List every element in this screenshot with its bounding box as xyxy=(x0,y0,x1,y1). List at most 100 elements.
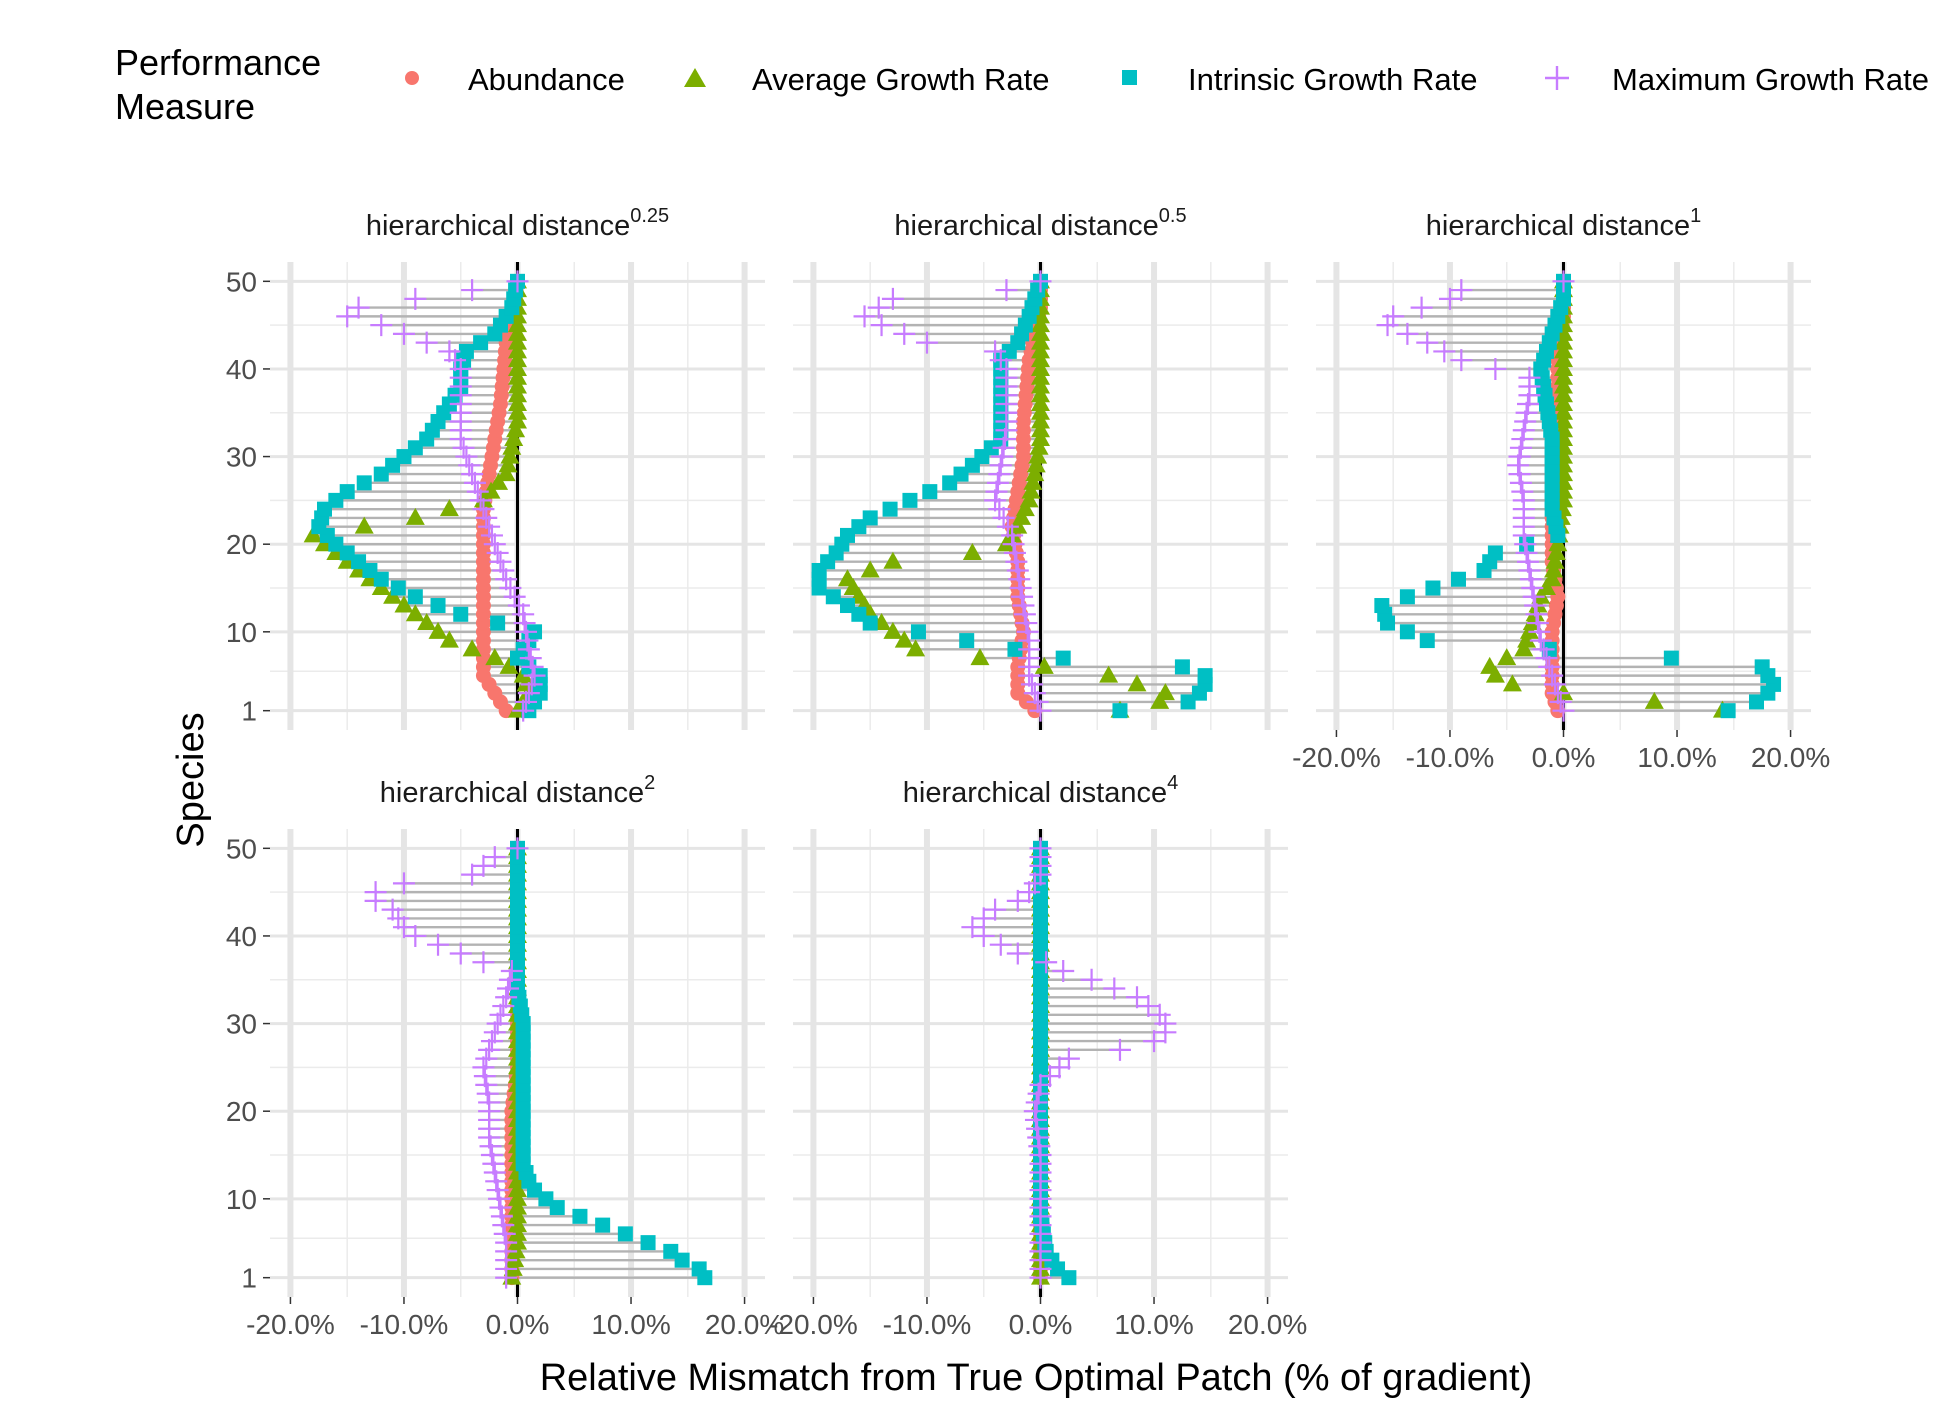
data-point xyxy=(506,837,529,860)
data-point xyxy=(843,578,863,596)
data-point xyxy=(508,402,527,420)
data-point xyxy=(1544,560,1564,578)
data-point xyxy=(1554,350,1573,368)
data-point xyxy=(1023,1100,1046,1123)
data-point xyxy=(1543,673,1566,696)
data-point xyxy=(617,1226,633,1242)
data-point xyxy=(508,1188,527,1206)
x-tick-label: 0.0% xyxy=(1009,1309,1073,1340)
data-point xyxy=(572,1208,588,1224)
data-point xyxy=(427,933,450,956)
series-maximum-growth-rate xyxy=(961,837,1177,1289)
data-point xyxy=(407,589,423,605)
x-tick-label: 10.0% xyxy=(1637,742,1716,773)
data-point xyxy=(1023,682,1046,705)
data-point xyxy=(473,335,489,351)
data-point xyxy=(1541,664,1564,687)
data-point xyxy=(1529,629,1552,652)
y-tick-label: 50 xyxy=(226,833,257,864)
data-point xyxy=(392,322,415,345)
data-point xyxy=(364,881,387,904)
data-point xyxy=(862,510,878,526)
data-point xyxy=(479,1135,502,1158)
data-point xyxy=(508,323,527,341)
data-point xyxy=(1026,1117,1049,1140)
data-point xyxy=(985,480,1008,503)
data-point xyxy=(1518,559,1541,582)
data-point xyxy=(691,1261,707,1277)
data-point xyxy=(495,568,518,591)
data-point xyxy=(1522,585,1545,608)
data-point xyxy=(1552,270,1575,293)
data-point xyxy=(347,296,370,319)
data-point xyxy=(508,350,527,368)
data-point xyxy=(502,437,522,455)
y-axis-title: Species xyxy=(170,712,212,847)
data-point xyxy=(449,942,472,965)
data-point xyxy=(354,516,374,534)
x-tick-label: 20.0% xyxy=(705,1309,784,1340)
data-point xyxy=(870,314,893,337)
data-point xyxy=(472,854,495,877)
data-point xyxy=(517,638,540,661)
data-point xyxy=(1061,1270,1077,1286)
data-point xyxy=(1031,376,1050,394)
data-point xyxy=(1554,393,1573,411)
legend-label-maximum-growth-rate: Maximum Growth Rate xyxy=(1612,62,1929,97)
data-point xyxy=(862,615,878,631)
x-tick-label: -20.0% xyxy=(769,1309,858,1340)
data-point xyxy=(1509,436,1532,459)
data-point xyxy=(492,995,515,1018)
data-point xyxy=(1143,1030,1166,1053)
facet-strip-label: hierarchical distance0.5 xyxy=(894,205,1186,242)
legend-label-abundance: Abundance xyxy=(468,62,625,97)
data-point xyxy=(1554,411,1573,429)
data-point xyxy=(839,527,855,543)
data-point xyxy=(506,420,526,438)
data-point xyxy=(356,475,372,491)
legend-title-line-2: Measure xyxy=(115,86,255,127)
data-point xyxy=(500,959,523,982)
data-point xyxy=(1080,968,1103,991)
data-point xyxy=(381,898,404,921)
data-point xyxy=(472,951,495,974)
data-point xyxy=(1052,959,1075,982)
data-point xyxy=(1013,603,1036,626)
data-point xyxy=(486,541,509,564)
data-point xyxy=(336,305,359,328)
data-point xyxy=(538,1191,554,1207)
data-point xyxy=(910,624,926,640)
data-point xyxy=(415,331,438,354)
data-point xyxy=(339,484,355,500)
data-point xyxy=(1528,595,1548,613)
data-point xyxy=(480,524,503,547)
data-point xyxy=(1554,376,1573,394)
data-point xyxy=(1433,340,1456,363)
data-point xyxy=(1450,349,1473,372)
data-point xyxy=(1126,986,1148,1009)
data-point xyxy=(1003,541,1026,564)
data-point xyxy=(482,1152,505,1175)
data-point xyxy=(476,1082,499,1105)
data-point xyxy=(316,501,332,517)
data-point xyxy=(922,484,938,500)
data-point xyxy=(462,639,482,657)
data-point xyxy=(1031,332,1050,350)
series-average-growth-rate xyxy=(837,271,1175,718)
data-point xyxy=(1006,889,1029,912)
data-point xyxy=(472,1056,495,1079)
data-point xyxy=(478,1091,501,1114)
data-point xyxy=(915,331,938,354)
data-point xyxy=(506,270,529,293)
series-intrinsic-growth-rate xyxy=(510,840,713,1286)
data-point xyxy=(549,1200,565,1216)
data-point xyxy=(1020,673,1043,696)
data-point xyxy=(595,1217,611,1233)
x-tick-label: -10.0% xyxy=(360,1309,449,1340)
data-point xyxy=(1031,323,1050,341)
data-point xyxy=(508,1180,527,1198)
data-point xyxy=(1515,541,1538,564)
data-point xyxy=(1012,594,1035,617)
series-intrinsic-growth-rate xyxy=(811,273,1213,719)
data-point xyxy=(438,340,461,363)
